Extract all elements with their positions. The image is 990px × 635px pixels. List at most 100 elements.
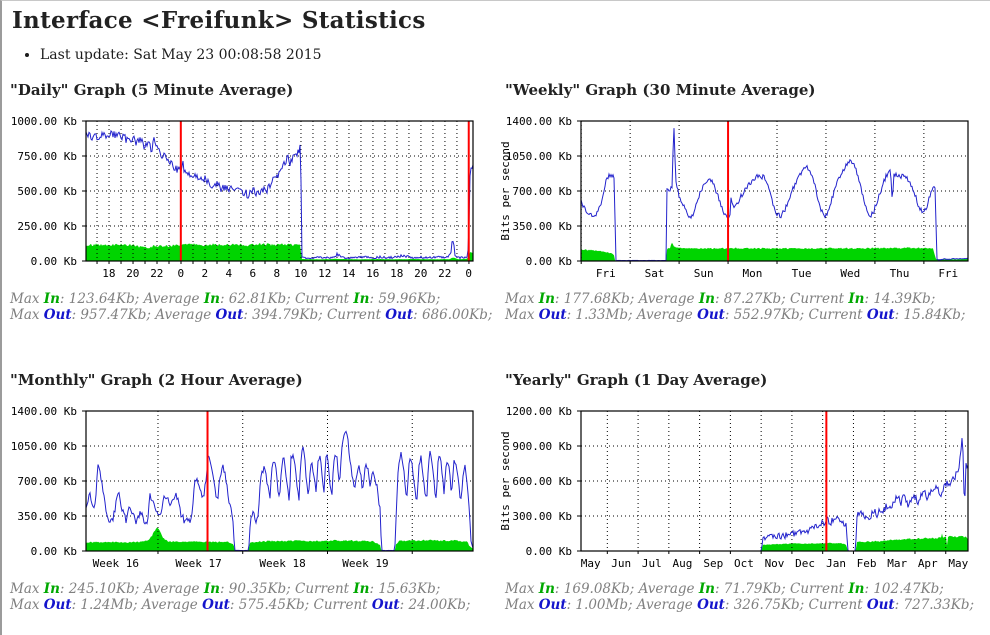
x-axis-tick-label: Week 16 — [93, 557, 139, 570]
x-axis-tick-label: 14 — [342, 267, 356, 280]
in-word: In — [698, 581, 715, 597]
out-traffic-line — [85, 129, 474, 260]
x-axis-tick-label: 22 — [150, 267, 163, 280]
x-axis-tick-label: Week 18 — [259, 557, 305, 570]
y-axis-tick-label: 600.00 Kb — [512, 475, 572, 488]
y-axis-tick-label: 1050.00 Kb — [11, 440, 77, 453]
x-axis-tick-label: Wed — [840, 267, 860, 280]
in-word: In — [848, 581, 865, 597]
traffic-graph-canvas: 0.00 Kb 300.00 Kb 600.00 Kb 900.00 Kb 1200.0… — [499, 405, 969, 570]
y-axis-tick-label: 0.00 Kb — [31, 255, 77, 268]
x-axis-tick-label: 12 — [318, 267, 331, 280]
out-traffic-line — [581, 438, 969, 552]
x-axis-tick-label: Sun — [694, 267, 714, 280]
y-axis-tick-label: 350.00 Kb — [17, 510, 77, 523]
stats-line-out: Max Out: 1.33Mb; Average Out: 552.97Kb; … — [505, 306, 966, 323]
page-title: Interface <Freifunk> Statistics — [12, 7, 426, 34]
stats-line-in: Max In: 177.68Kb; Average In: 87.27Kb; C… — [505, 291, 936, 307]
x-axis-tick-label: 4 — [225, 267, 232, 280]
x-axis-tick-label: Apr — [918, 557, 938, 570]
x-axis-tick-label: 16 — [366, 267, 379, 280]
out-word: Out — [866, 306, 895, 323]
x-axis-tick-label: 0 — [178, 267, 185, 280]
x-axis-tick-label: Thu — [890, 267, 910, 280]
x-axis-tick-label: Mon — [743, 267, 763, 280]
out-traffic-line — [85, 430, 474, 552]
y-axis-tick-label: 750.00 Kb — [17, 150, 77, 163]
out-word: Out — [697, 596, 725, 613]
x-axis-tick-label: Fri — [938, 267, 958, 280]
x-axis-tick-label: Jan — [826, 557, 846, 570]
x-axis-tick-label: 6 — [249, 267, 256, 280]
x-axis-tick-label: Jul — [642, 557, 662, 570]
in-traffic-area — [86, 527, 473, 551]
y-axis-tick-label: 1400.00 Kb — [11, 405, 77, 418]
in-word: In — [538, 291, 555, 307]
y-axis-tick-label: 0.00 Kb — [526, 255, 572, 268]
traffic-graph-canvas: 0.00 Kb 350.00 Kb 700.00 Kb 1050.00 Kb 1400.… — [11, 405, 474, 570]
x-axis-tick-label: 22 — [438, 267, 451, 280]
y-axis-tick-label: 1050.00 Kb — [506, 150, 572, 163]
in-word: In — [43, 581, 60, 597]
x-axis-tick-label: 8 — [273, 267, 280, 280]
in-word: In — [203, 581, 220, 597]
stats-line-in: Max In: 245.10Kb; Average In: 90.35Kb; C… — [10, 581, 441, 597]
x-axis-tick-label: Feb — [857, 557, 877, 570]
x-axis-tick-label: 18 — [390, 267, 403, 280]
y-axis-tick-label: 1000.00 Kb — [11, 115, 77, 128]
y-axis-tick-label: 500.00 Kb — [17, 185, 77, 198]
daily-traffic-graph: 0.00 Kb 250.00 Kb 500.00 Kb 750.00 Kb 1000.0… — [2, 113, 497, 285]
x-axis-tick-label: Oct — [734, 557, 754, 570]
out-word: Out — [385, 306, 414, 323]
x-axis-tick-label: 10 — [294, 267, 307, 280]
out-word: Out — [371, 596, 400, 613]
monthly-graph-stats: Max In: 245.10Kb; Average In: 90.35Kb; C… — [10, 581, 497, 613]
weekly-graph-stats: Max In: 177.68Kb; Average In: 87.27Kb; C… — [505, 291, 990, 323]
stats-line-out: Max Out: 1.24Mb; Average Out: 575.45Kb; … — [10, 596, 471, 613]
out-word: Out — [538, 306, 567, 323]
y-axis-tick-label: 250.00 Kb — [17, 220, 77, 233]
stats-line-in: Max In: 123.64Kb; Average In: 62.81Kb; C… — [10, 291, 441, 307]
in-word: In — [538, 581, 555, 597]
daily-graph-stats: Max In: 123.64Kb; Average In: 62.81Kb; C… — [10, 291, 497, 323]
in-traffic-area — [86, 243, 473, 261]
y-axis-tick-label: 1200.00 Kb — [506, 405, 572, 418]
last-update-value: Sat May 23 00:08:58 2015 — [133, 47, 322, 63]
stats-line-out: Max Out: 1.00Mb; Average Out: 326.75Kb; … — [505, 596, 975, 613]
in-word: In — [203, 291, 220, 307]
x-axis-tick-label: Sat — [645, 267, 665, 280]
stats-line-out: Max Out: 957.47Kb; Average Out: 394.79Kb… — [10, 306, 493, 323]
monthly-graph-section: "Monthly" Graph (2 Hour Average) 0.00 Kb… — [2, 361, 497, 613]
y-axis-tick-label: 0.00 Kb — [31, 545, 77, 558]
x-axis-tick-label: 20 — [126, 267, 139, 280]
y-axis-tick-label: 300.00 Kb — [512, 510, 572, 523]
traffic-graph-canvas: 0.00 Kb 250.00 Kb 500.00 Kb 750.00 Kb 1000.0… — [11, 115, 474, 280]
y-axis-title: Bits per second — [499, 141, 512, 240]
traffic-graph-canvas: 0.00 Kb 350.00 Kb 700.00 Kb 1050.00 Kb 1400.… — [499, 115, 969, 280]
y-axis-tick-label: 700.00 Kb — [17, 475, 77, 488]
in-word: In — [848, 291, 865, 307]
x-axis-tick-label: Dec — [795, 557, 815, 570]
x-axis-tick-label: May — [581, 557, 601, 570]
out-word: Out — [697, 306, 725, 323]
last-update-item: Last update: Sat May 23 00:08:58 2015 — [40, 47, 990, 63]
x-axis-tick-label: Mar — [887, 557, 907, 570]
y-axis-tick-label: 1400.00 Kb — [506, 115, 572, 128]
x-axis-tick-label: 0 — [465, 267, 472, 280]
update-list: Last update: Sat May 23 00:08:58 2015 — [32, 47, 990, 63]
yearly-graph-section: "Yearly" Graph (1 Day Average) 0.00 Kb 30… — [497, 361, 990, 613]
in-word: In — [353, 581, 370, 597]
weekly-graph-section: "Weekly" Graph (30 Minute Average) 0.00 … — [497, 71, 990, 361]
y-axis-tick-label: 900.00 Kb — [512, 440, 572, 453]
yearly-traffic-graph: 0.00 Kb 300.00 Kb 600.00 Kb 900.00 Kb 1200.0… — [497, 403, 990, 575]
x-axis-tick-label: Aug — [672, 557, 692, 570]
out-word: Out — [538, 596, 567, 613]
out-word: Out — [43, 596, 72, 613]
last-update-label: Last update: — [40, 47, 129, 63]
monthly-traffic-graph: 0.00 Kb 350.00 Kb 700.00 Kb 1050.00 Kb 1400.… — [2, 403, 497, 575]
weekly-traffic-graph: 0.00 Kb 350.00 Kb 700.00 Kb 1050.00 Kb 1400.… — [497, 113, 990, 285]
in-word: In — [353, 291, 370, 307]
stats-line-in: Max In: 169.08Kb; Average In: 71.79Kb; C… — [505, 581, 944, 597]
x-axis-tick-label: May — [948, 557, 968, 570]
in-word: In — [698, 291, 715, 307]
